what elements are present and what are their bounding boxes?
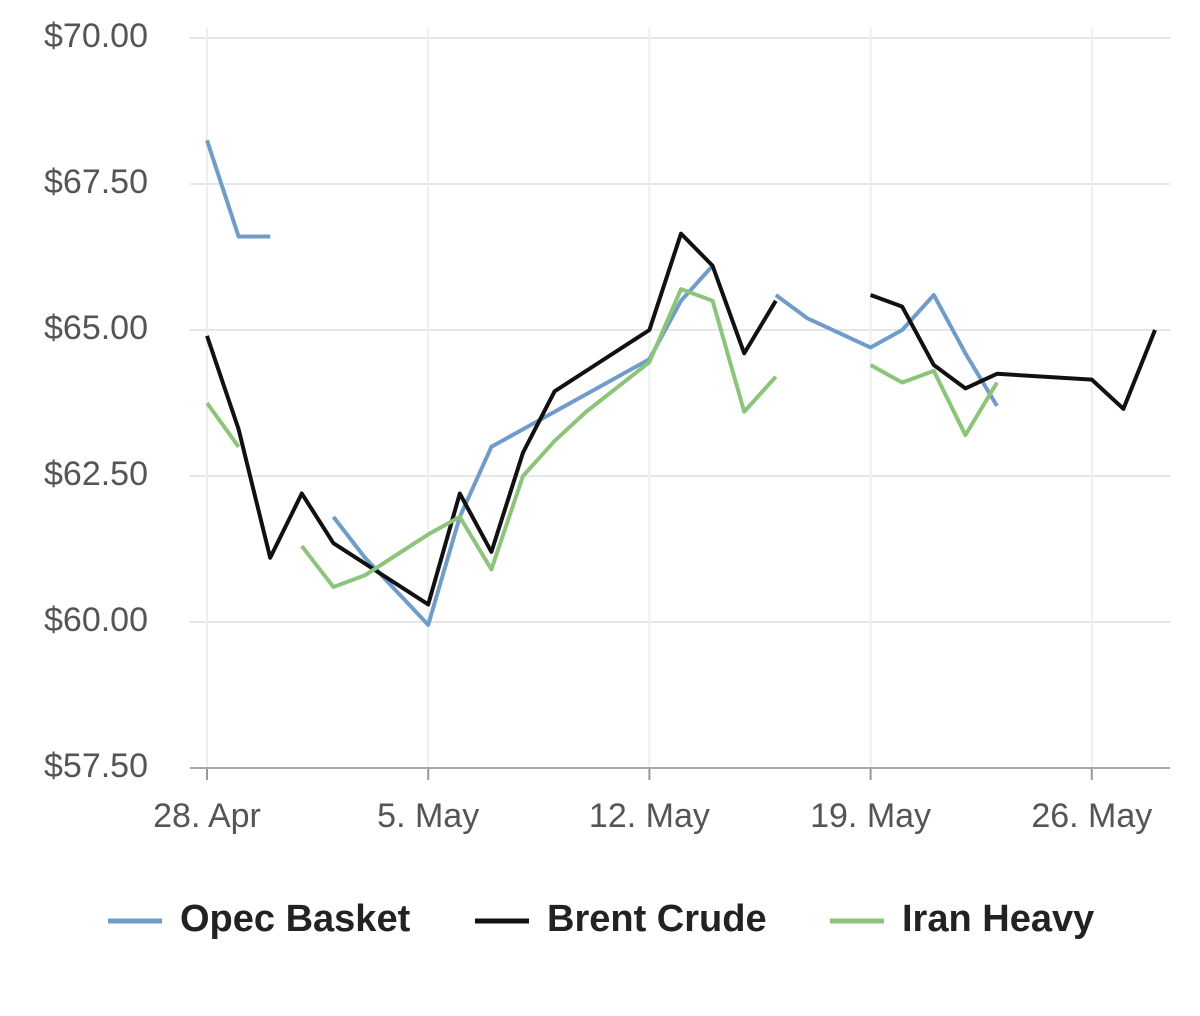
y-tick-label: $60.00 [44, 601, 148, 639]
series-line [205, 139, 999, 627]
x-tick-label: 19. May [810, 797, 931, 835]
legend-label: Opec Basket [180, 898, 411, 940]
legend-label: Iran Heavy [902, 898, 1094, 940]
y-tick-label: $57.50 [44, 747, 148, 785]
y-tick-label: $62.50 [44, 455, 148, 493]
x-tick-label: 26. May [1031, 797, 1152, 835]
x-tick-label: 12. May [589, 797, 710, 835]
legend-label: Brent Crude [547, 898, 767, 940]
y-tick-label: $70.00 [44, 17, 148, 55]
series-line [205, 231, 1157, 607]
y-tick-label: $67.50 [44, 163, 148, 201]
x-tick-label: 28. Apr [153, 797, 261, 835]
y-tick-label: $65.00 [44, 309, 148, 347]
x-tick-label: 5. May [377, 797, 479, 835]
